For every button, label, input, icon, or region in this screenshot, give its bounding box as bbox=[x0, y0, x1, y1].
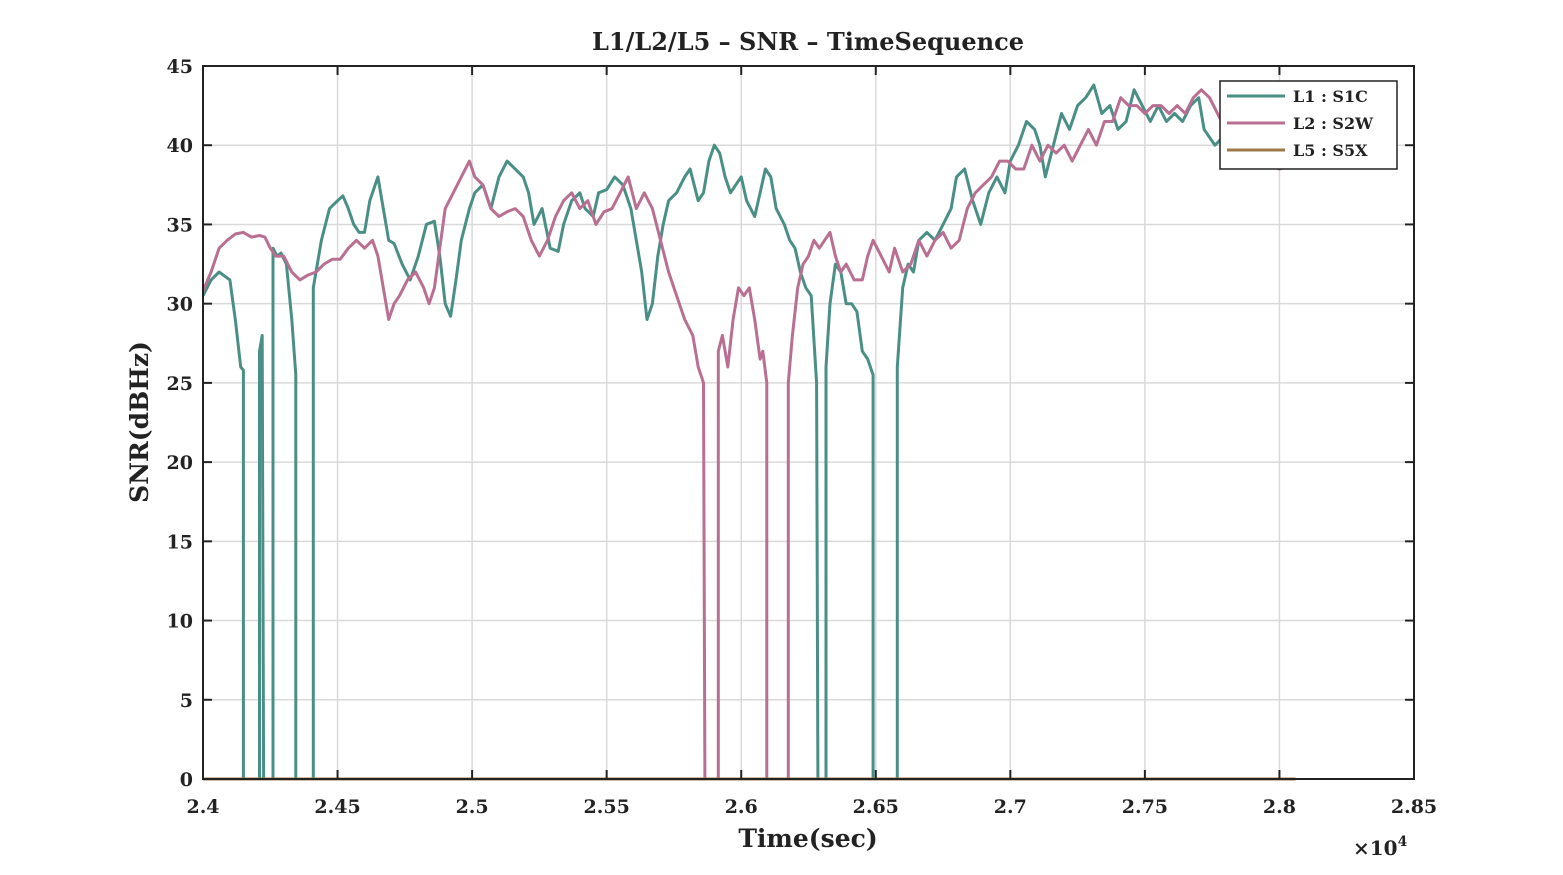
x-tick-label: 2.8 bbox=[1263, 796, 1296, 818]
y-tick-label: 0 bbox=[180, 769, 193, 791]
x-tick-label: 2.85 bbox=[1391, 796, 1437, 818]
legend-label-1: L1 : S1C bbox=[1293, 87, 1368, 106]
x-tick-label: 2.6 bbox=[725, 796, 758, 818]
x-axis-label: Time(sec) bbox=[738, 824, 877, 853]
y-axis-label: SNR(dBHz) bbox=[125, 341, 154, 503]
y-tick-label: 45 bbox=[167, 56, 193, 78]
plot-area bbox=[201, 83, 1297, 781]
ticks: 2.4 2.45 2.5 2.55 2.6 2.65 2.7 2.75 2.8 2.85 0 5 10 1… bbox=[167, 56, 1438, 818]
y-tick-label: 20 bbox=[167, 452, 193, 474]
x-tick-label: 2.5 bbox=[456, 796, 489, 818]
y-tick-label: 30 bbox=[167, 294, 193, 316]
y-tick-label: 40 bbox=[167, 135, 193, 157]
legend: L1 : S1C L2 : S2W L5 : S5X bbox=[1219, 80, 1398, 170]
x-tick-label: 2.55 bbox=[584, 796, 630, 818]
grid bbox=[202, 65, 1415, 780]
x-axis-multiplier-exponent: 4 bbox=[1398, 834, 1408, 850]
x-axis-multiplier-base: ×10 bbox=[1353, 836, 1398, 860]
series-line-2 bbox=[201, 88, 1297, 781]
chart-title: L1/L2/L5 – SNR – TimeSequence bbox=[592, 27, 1024, 56]
legend-label-3: L5 : S5X bbox=[1293, 141, 1368, 160]
legend-label-2: L2 : S2W bbox=[1293, 114, 1374, 133]
y-tick-label: 5 bbox=[180, 690, 193, 712]
y-tick-label: 35 bbox=[167, 214, 193, 236]
series-line-1 bbox=[201, 83, 1249, 781]
x-tick-label: 2.4 bbox=[186, 796, 219, 818]
x-tick-label: 2.45 bbox=[314, 796, 360, 818]
y-tick-label: 25 bbox=[167, 373, 193, 395]
x-axis-multiplier: ×104 bbox=[1353, 834, 1408, 860]
y-tick-label: 10 bbox=[167, 611, 193, 633]
x-tick-label: 2.65 bbox=[853, 796, 899, 818]
axes-box bbox=[202, 65, 1415, 780]
x-tick-label: 2.7 bbox=[994, 796, 1027, 818]
y-tick-label: 15 bbox=[167, 531, 193, 553]
x-tick-label: 2.75 bbox=[1122, 796, 1168, 818]
